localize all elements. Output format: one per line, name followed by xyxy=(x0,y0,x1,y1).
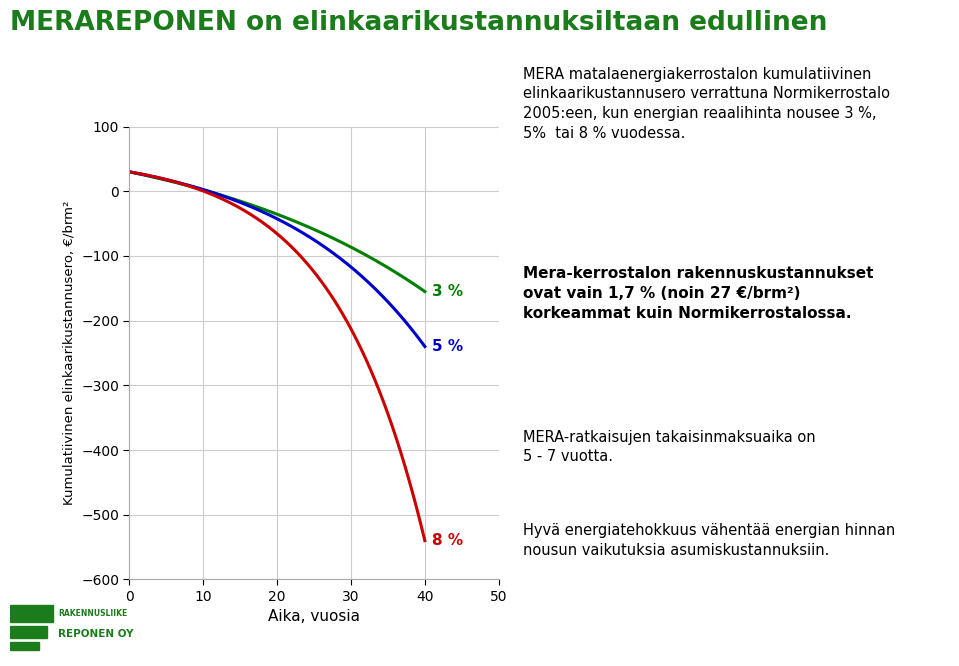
Text: 3 %: 3 % xyxy=(433,284,463,299)
Bar xyxy=(10,626,47,638)
Text: MERA-ratkaisujen takaisinmaksuaika on
5 - 7 vuotta.: MERA-ratkaisujen takaisinmaksuaika on 5 … xyxy=(523,430,815,464)
X-axis label: Aika, vuosia: Aika, vuosia xyxy=(269,609,360,625)
Bar xyxy=(10,605,53,622)
Text: MERAREPONEN on elinkaarikustannuksiltaan edullinen: MERAREPONEN on elinkaarikustannuksiltaan… xyxy=(10,10,827,36)
Text: Mera-kerrostalon rakennuskustannukset
ovat vain 1,7 % (noin 27 €/brm²)
korkeamma: Mera-kerrostalon rakennuskustannukset ov… xyxy=(523,266,873,321)
Text: Hyvä energiatehokkuus vähentää energian hinnan
nousun vaikutuksia asumiskustannu: Hyvä energiatehokkuus vähentää energian … xyxy=(523,523,895,557)
Y-axis label: Kumulatiivinen elinkaarikustannusero, €/brm²: Kumulatiivinen elinkaarikustannusero, €/… xyxy=(62,200,76,505)
Text: 5 %: 5 % xyxy=(433,339,463,354)
Bar xyxy=(10,642,39,650)
Text: MERA matalaenergiakerrostalon kumulatiivinen
elinkaarikustannusero verrattuna No: MERA matalaenergiakerrostalon kumulatiiv… xyxy=(523,67,890,141)
Text: RAKENNUSLIIKE: RAKENNUSLIIKE xyxy=(58,609,128,618)
Text: REPONEN OY: REPONEN OY xyxy=(58,629,133,639)
Text: 8 %: 8 % xyxy=(433,533,463,548)
